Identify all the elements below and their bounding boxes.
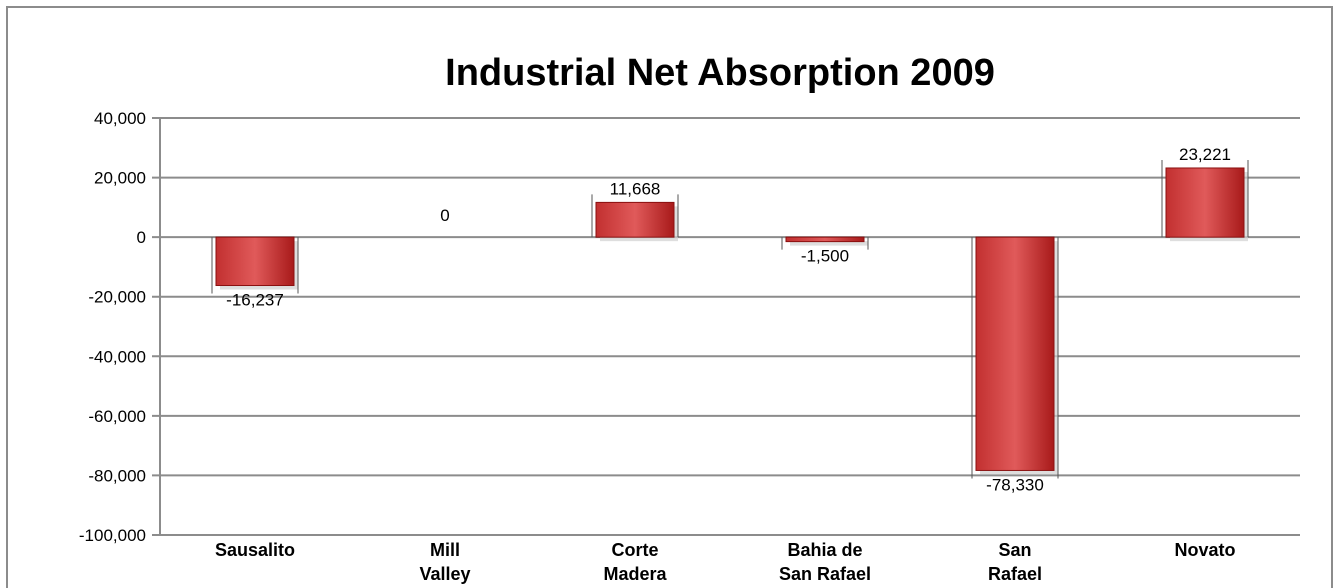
category-label: Sausalito bbox=[215, 540, 295, 560]
data-label: -16,237 bbox=[226, 291, 284, 310]
category-label: Valley bbox=[419, 564, 470, 584]
bar bbox=[1166, 168, 1244, 237]
category-label: Corte bbox=[611, 540, 658, 560]
category-label: Madera bbox=[603, 564, 667, 584]
y-tick-label: 0 bbox=[137, 228, 146, 247]
data-label: 11,668 bbox=[610, 179, 661, 198]
bar bbox=[786, 237, 864, 241]
data-label: 0 bbox=[440, 206, 449, 225]
category-label: San bbox=[998, 540, 1031, 560]
data-label: -78,330 bbox=[986, 475, 1044, 494]
category-label: Rafael bbox=[988, 564, 1042, 584]
y-tick-label: -40,000 bbox=[88, 347, 146, 366]
data-label: 23,221 bbox=[1179, 145, 1231, 164]
bar bbox=[216, 237, 294, 285]
y-tick-label: -80,000 bbox=[88, 466, 146, 485]
bar bbox=[976, 237, 1054, 470]
bar bbox=[596, 202, 674, 237]
category-label: Mill bbox=[430, 540, 460, 560]
category-label: Bahia de bbox=[787, 540, 862, 560]
category-label: San Rafael bbox=[779, 564, 871, 584]
y-tick-label: -100,000 bbox=[79, 526, 146, 545]
data-label: -1,500 bbox=[801, 247, 849, 266]
y-tick-label: 40,000 bbox=[94, 109, 146, 128]
category-label: Novato bbox=[1174, 540, 1235, 560]
y-tick-label: -20,000 bbox=[88, 288, 146, 307]
y-tick-label: -60,000 bbox=[88, 407, 146, 426]
y-tick-label: 20,000 bbox=[94, 169, 146, 188]
